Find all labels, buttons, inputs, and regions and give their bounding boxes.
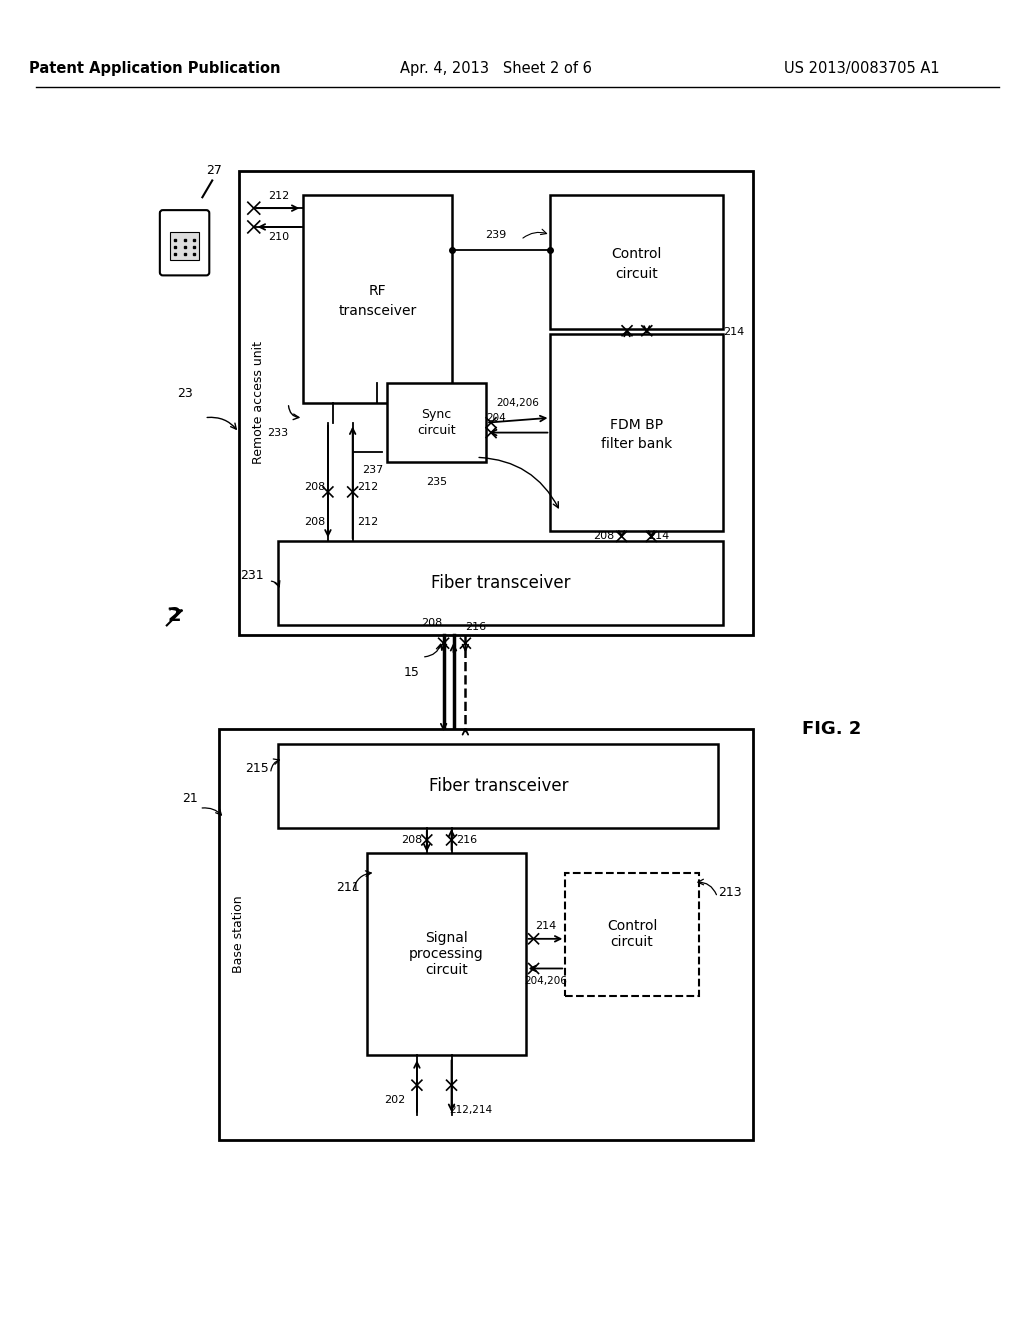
- Text: 208: 208: [304, 516, 326, 527]
- Text: 210: 210: [268, 232, 289, 242]
- Bar: [279, 744, 719, 828]
- Text: Signal: Signal: [425, 932, 468, 945]
- Text: 204: 204: [486, 413, 506, 422]
- Text: filter bank: filter bank: [601, 437, 673, 451]
- Text: Base station: Base station: [232, 895, 246, 973]
- Text: Control: Control: [607, 920, 657, 933]
- Text: 235: 235: [426, 477, 447, 487]
- Text: Apr. 4, 2013   Sheet 2 of 6: Apr. 4, 2013 Sheet 2 of 6: [400, 61, 592, 77]
- Text: 233: 233: [267, 428, 289, 438]
- Text: 21: 21: [181, 792, 198, 805]
- Text: Remote access unit: Remote access unit: [252, 342, 265, 465]
- FancyBboxPatch shape: [160, 210, 209, 276]
- Text: 231: 231: [240, 569, 263, 582]
- Text: circuit: circuit: [615, 267, 658, 281]
- Text: 2: 2: [168, 606, 181, 624]
- Bar: [239, 170, 753, 635]
- Text: 215: 215: [245, 762, 268, 775]
- Text: 204,206: 204,206: [524, 977, 567, 986]
- Text: circuit: circuit: [610, 936, 653, 949]
- Text: 208: 208: [421, 618, 442, 628]
- Text: RF: RF: [369, 284, 386, 298]
- Text: 204,206: 204,206: [497, 397, 540, 408]
- Text: circuit: circuit: [418, 424, 456, 437]
- Text: circuit: circuit: [425, 964, 468, 977]
- Text: processing: processing: [410, 948, 484, 961]
- Text: 15: 15: [404, 667, 420, 680]
- Text: 216: 216: [465, 622, 485, 632]
- Text: 214: 214: [723, 327, 744, 337]
- Bar: [550, 334, 723, 532]
- Text: 208: 208: [594, 532, 614, 541]
- Text: 216: 216: [456, 836, 477, 845]
- Text: transceiver: transceiver: [338, 304, 417, 318]
- Text: 239: 239: [485, 230, 507, 240]
- Text: 212: 212: [356, 482, 378, 492]
- Text: 237: 237: [361, 465, 383, 475]
- Text: 212,214: 212,214: [450, 1105, 493, 1115]
- Text: 212: 212: [356, 516, 378, 527]
- Text: 214: 214: [535, 921, 556, 931]
- Text: 214: 214: [648, 532, 670, 541]
- Text: 202: 202: [385, 1096, 406, 1105]
- Bar: [387, 383, 486, 462]
- Text: US 2013/0083705 A1: US 2013/0083705 A1: [784, 61, 940, 77]
- Text: 27: 27: [206, 164, 222, 177]
- Text: 208: 208: [401, 836, 423, 845]
- Bar: [550, 195, 723, 329]
- Text: FDM BP: FDM BP: [610, 417, 664, 432]
- Text: Fiber transceiver: Fiber transceiver: [429, 777, 568, 795]
- Bar: [368, 853, 525, 1056]
- Text: 213: 213: [719, 886, 742, 899]
- Text: 212: 212: [268, 191, 289, 201]
- Text: FIG. 2: FIG. 2: [803, 721, 862, 738]
- Text: Patent Application Publication: Patent Application Publication: [29, 61, 281, 77]
- Text: Sync: Sync: [422, 408, 452, 421]
- Bar: [170, 232, 200, 260]
- Text: Fiber transceiver: Fiber transceiver: [431, 574, 570, 593]
- Bar: [565, 873, 698, 997]
- Text: 211: 211: [336, 880, 359, 894]
- Bar: [279, 541, 723, 626]
- Bar: [219, 729, 753, 1139]
- Bar: [303, 195, 452, 403]
- Text: 208: 208: [304, 482, 326, 492]
- Text: Control: Control: [611, 247, 663, 261]
- Text: 23: 23: [177, 387, 193, 400]
